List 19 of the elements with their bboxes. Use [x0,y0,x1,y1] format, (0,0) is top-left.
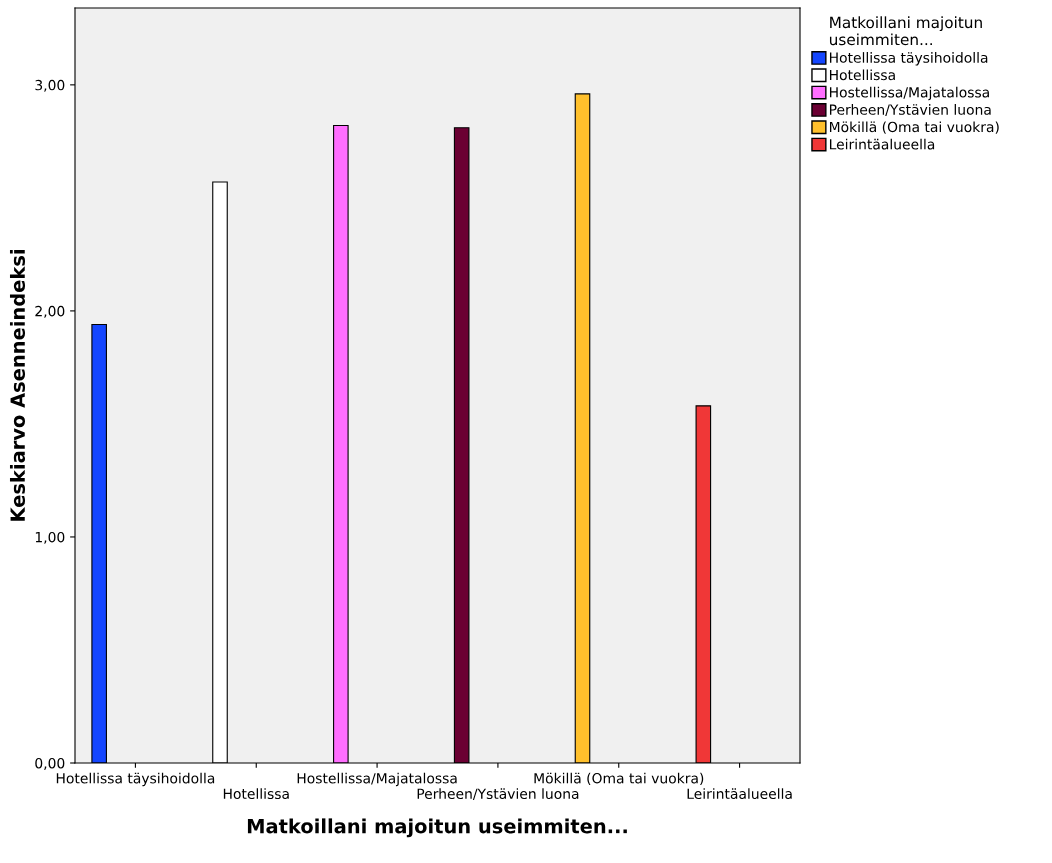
legend-label: Hotellissa täysihoidolla [829,52,988,66]
legend-label: Hostellissa/Majatalossa [829,86,989,101]
x-axis-title: Matkoillani majoitun useimmiten... [247,818,627,838]
x-tick-label: Hotellissa [223,788,289,800]
y-tick-label: 3,00 [35,79,65,92]
y-tick-label: 1,00 [35,531,65,544]
x-tick-label: Hotellissa täysihoidolla [56,772,215,787]
x-tick-label: Mökillä (Oma tai vuokra) [534,772,704,786]
x-tick-label: Hostellissa/Majatalossa [297,772,457,787]
legend-label: Perheen/Ystävien luona [829,104,991,116]
legend-label: Mökillä (Oma tai vuokra) [829,121,999,134]
legend-title: Matkoillani majoitun useimmiten... [829,16,982,46]
y-axis-title: Keskiarvo Asenneindeksi [9,250,26,521]
x-tick-label: Perheen/Ystävien luona [417,788,579,801]
y-tick-label: 2,00 [35,305,65,318]
legend-label: Leirintäalueella [829,138,935,150]
x-tick-label: Leirintäalueella [687,788,792,800]
legend-label: Hotellissa [829,69,895,81]
y-tick-label: 0,00 [35,757,65,770]
